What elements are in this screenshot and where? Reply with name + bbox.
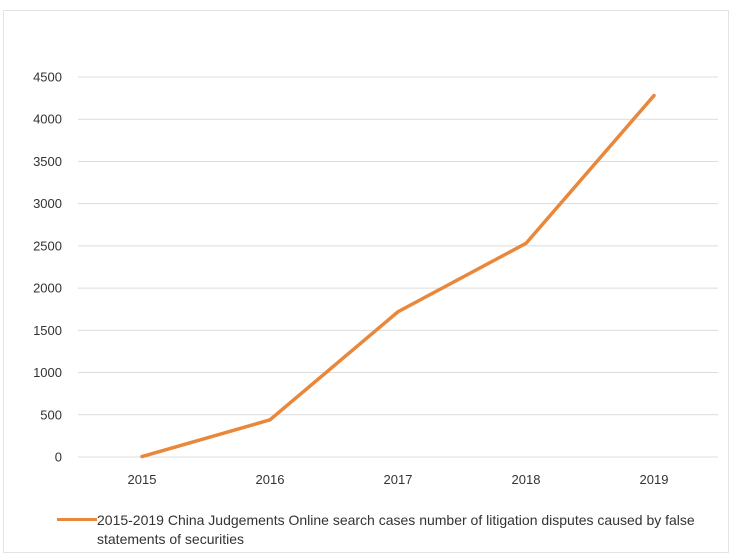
y-tick-label: 500 xyxy=(40,407,62,422)
plot-area xyxy=(140,93,656,459)
y-tick-label: 1000 xyxy=(33,365,62,380)
data-point-2018 xyxy=(524,241,528,245)
x-axis-ticks: 2015 2016 2017 2018 2019 xyxy=(128,472,669,487)
data-point-2015 xyxy=(140,455,144,459)
y-tick-label: 2000 xyxy=(33,281,62,296)
y-axis-ticks: 0 500 1000 1500 2000 2500 3000 3500 4000 4500 xyxy=(33,70,62,465)
data-point-2016 xyxy=(268,418,272,422)
y-tick-label: 0 xyxy=(55,450,62,465)
legend-swatch xyxy=(57,518,97,521)
legend-label: 2015-2019 China Judgements Online search… xyxy=(97,512,695,547)
data-point-2017 xyxy=(396,310,400,314)
gridlines xyxy=(78,76,718,458)
y-tick-label: 4000 xyxy=(33,112,62,127)
x-tick-label: 2015 xyxy=(128,472,157,487)
x-tick-label: 2019 xyxy=(640,472,669,487)
x-tick-label: 2016 xyxy=(256,472,285,487)
y-tick-label: 2500 xyxy=(33,238,62,253)
x-tick-label: 2018 xyxy=(512,472,541,487)
data-point-2019 xyxy=(652,94,656,98)
series-line xyxy=(140,93,656,459)
y-tick-label: 3000 xyxy=(33,196,62,211)
x-tick-label: 2017 xyxy=(384,472,413,487)
y-tick-label: 3500 xyxy=(33,154,62,169)
y-tick-label: 4500 xyxy=(33,70,62,85)
legend: 2015-2019 China Judgements Online search… xyxy=(57,511,707,549)
chart-frame xyxy=(3,10,729,553)
y-tick-label: 1500 xyxy=(33,323,62,338)
